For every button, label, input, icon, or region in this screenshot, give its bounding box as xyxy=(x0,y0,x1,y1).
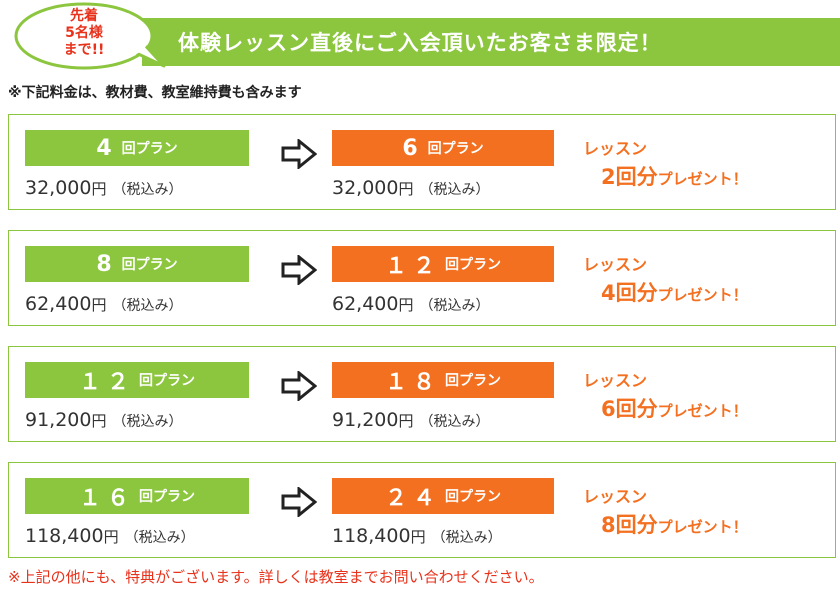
tax-label: （税込み） xyxy=(112,414,183,430)
plan-unit: 回プラン xyxy=(427,141,484,157)
gift-number: 6 xyxy=(601,397,616,421)
plan-unit: 回プラン xyxy=(139,373,195,389)
tax-label: （税込み） xyxy=(419,298,490,314)
gift-number: 4 xyxy=(601,281,616,305)
tax-label: （税込み） xyxy=(419,414,490,430)
price-from: 118,400円 （税込み） xyxy=(25,525,195,547)
plan-from-bar: 4 回プラン xyxy=(25,130,249,166)
note-top: ※下記料金は、教材費、教室維持費も含みます xyxy=(8,85,302,101)
plan-to-bar: ２４ 回プラン xyxy=(332,478,554,514)
price-value: 118,400 xyxy=(25,525,104,547)
price-to: 91,200円 （税込み） xyxy=(332,409,490,431)
gift-number: 2 xyxy=(601,165,616,189)
bubble-text: 先着 5名様 まで!! xyxy=(28,8,140,59)
price-value: 91,200 xyxy=(332,409,399,431)
plan-row: 8 回プラン 62,400円 （税込み） １２ 回プラン 62,400円 （税込み） レ… xyxy=(8,230,836,326)
plan-to-number: １２ xyxy=(384,254,441,279)
gift-count: 6回分プレゼント！ xyxy=(601,393,748,423)
tax-label: （税込み） xyxy=(112,182,183,198)
gift-suffix: 回分 xyxy=(615,165,658,189)
bubble-line2: 5名様 xyxy=(65,25,103,41)
right-arrow-icon xyxy=(281,255,317,285)
price-value: 62,400 xyxy=(332,293,399,315)
plan-to-bar: １８ 回プラン xyxy=(332,362,554,398)
right-arrow-icon xyxy=(281,139,317,169)
promo-banner: 体験レッスン直後にご入会頂いたお客さま限定！ xyxy=(142,18,840,66)
gift-number: 8 xyxy=(601,513,616,537)
gift-count: 2回分プレゼント！ xyxy=(601,161,748,191)
tax-label: （税込み） xyxy=(431,530,502,546)
yen-label: 円 xyxy=(398,412,414,430)
bubble-line1: 先着 xyxy=(70,8,98,24)
price-value: 91,200 xyxy=(25,409,92,431)
gift-present: プレゼント！ xyxy=(657,518,748,536)
speech-bubble: 先着 5名様 まで!! xyxy=(6,2,166,78)
price-value: 32,000 xyxy=(25,177,92,199)
tax-label: （税込み） xyxy=(124,530,195,546)
plan-from-number: １２ xyxy=(78,370,135,395)
banner-title: 体験レッスン直後にご入会頂いたお客さま限定！ xyxy=(178,31,662,55)
plan-unit: 回プラン xyxy=(139,489,195,505)
price-from: 91,200円 （税込み） xyxy=(25,409,183,431)
gift-present: プレゼント！ xyxy=(657,286,748,304)
gift-label: レッスン xyxy=(583,371,648,390)
plan-unit: 回プラン xyxy=(121,141,178,157)
yen-label: 円 xyxy=(410,528,426,546)
plan-unit: 回プラン xyxy=(445,373,501,389)
yen-label: 円 xyxy=(91,412,107,430)
gift-label: レッスン xyxy=(583,487,648,506)
plan-from-number: １６ xyxy=(78,486,135,511)
plan-from-bar: １２ 回プラン xyxy=(25,362,249,398)
plan-to-bar: 6 回プラン xyxy=(332,130,554,166)
gift-suffix: 回分 xyxy=(615,397,658,421)
plan-unit: 回プラン xyxy=(445,257,501,273)
price-from: 62,400円 （税込み） xyxy=(25,293,183,315)
yen-label: 円 xyxy=(91,180,107,198)
gift-suffix: 回分 xyxy=(615,281,658,305)
gift-label: レッスン xyxy=(583,139,648,158)
gift-label: レッスン xyxy=(583,255,648,274)
price-to: 118,400円 （税込み） xyxy=(332,525,502,547)
plan-unit: 回プラン xyxy=(121,257,178,273)
right-arrow-icon xyxy=(281,371,317,401)
price-value: 32,000 xyxy=(332,177,399,199)
price-to: 62,400円 （税込み） xyxy=(332,293,490,315)
plan-row: 4 回プラン 32,000円 （税込み） 6 回プラン 32,000円 （税込み） レッ… xyxy=(8,114,836,210)
note-bottom: ※上記の他にも、特典がございます。詳しくは教室までお問い合わせください。 xyxy=(8,568,544,586)
plan-to-number: 6 xyxy=(402,135,424,161)
tax-label: （税込み） xyxy=(419,182,490,198)
plan-to-number: ２４ xyxy=(384,486,441,511)
gift-count: 8回分プレゼント！ xyxy=(601,509,748,539)
plan-from-number: 4 xyxy=(96,135,118,161)
price-value: 62,400 xyxy=(25,293,92,315)
plan-row: １２ 回プラン 91,200円 （税込み） １８ 回プラン 91,200円 （税込み） … xyxy=(8,346,836,442)
price-value: 118,400 xyxy=(332,525,411,547)
plan-to-number: １８ xyxy=(384,370,441,395)
gift-suffix: 回分 xyxy=(615,513,658,537)
plan-from-number: 8 xyxy=(96,251,118,277)
right-arrow-icon xyxy=(281,487,317,517)
bubble-line3: まで!! xyxy=(63,42,105,58)
price-from: 32,000円 （税込み） xyxy=(25,177,183,199)
gift-present: プレゼント！ xyxy=(657,402,748,420)
plan-from-bar: 8 回プラン xyxy=(25,246,249,282)
yen-label: 円 xyxy=(91,296,107,314)
plan-unit: 回プラン xyxy=(445,489,501,505)
yen-label: 円 xyxy=(398,296,414,314)
gift-count: 4回分プレゼント！ xyxy=(601,277,748,307)
tax-label: （税込み） xyxy=(112,298,183,314)
yen-label: 円 xyxy=(398,180,414,198)
yen-label: 円 xyxy=(103,528,119,546)
plan-to-bar: １２ 回プラン xyxy=(332,246,554,282)
plan-from-bar: １６ 回プラン xyxy=(25,478,249,514)
gift-present: プレゼント！ xyxy=(657,170,748,188)
speech-bubble-shape xyxy=(14,2,166,70)
plan-row: １６ 回プラン 118,400円 （税込み） ２４ 回プラン 118,400円 （税込み… xyxy=(8,462,836,558)
price-to: 32,000円 （税込み） xyxy=(332,177,490,199)
